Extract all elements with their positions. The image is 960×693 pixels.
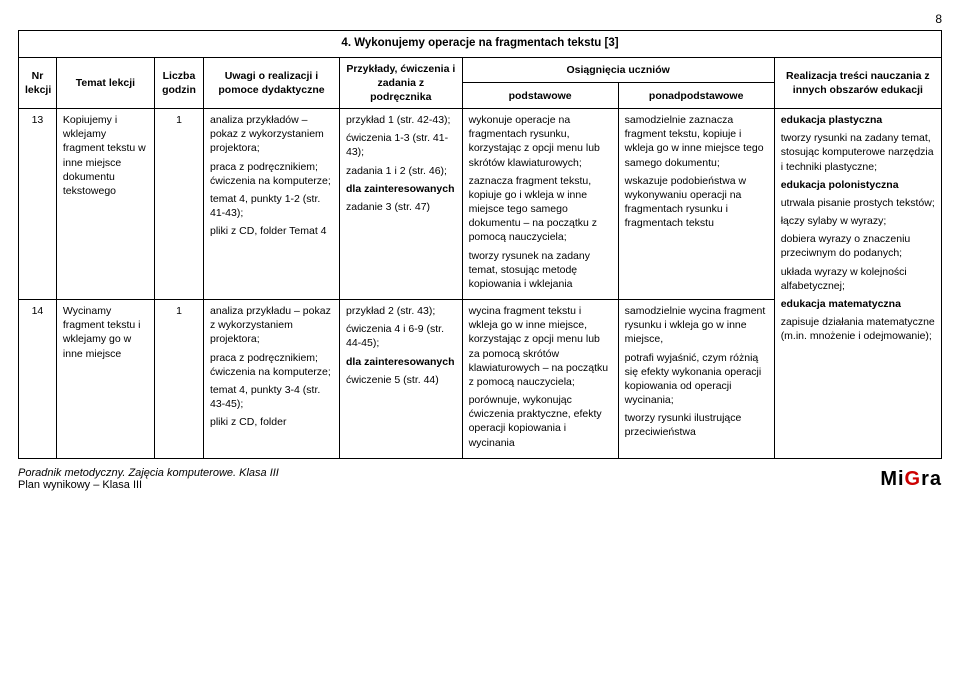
- uwagi-line: temat 4, punkty 1-2 (str. 41-43);: [210, 192, 333, 220]
- przyk-line: zadania 1 i 2 (str. 46);: [346, 164, 456, 178]
- header-nr: Nr lekcji: [19, 57, 57, 109]
- ponad-line: samodzielnie wycina fragment rysunku i w…: [625, 304, 768, 347]
- footer-line1: Poradnik metodyczny. Zajęcia komputerowe…: [18, 467, 279, 479]
- cell-ponad: samodzielnie wycina fragment rysunku i w…: [618, 300, 774, 459]
- przyk-line: ćwiczenia 4 i 6-9 (str. 44-45);: [346, 322, 456, 350]
- cell-temat: Wycinamy fragment tekstu i wklejamy go w…: [56, 300, 154, 459]
- przyk-line: przykład 2 (str. 43);: [346, 304, 456, 318]
- footer-text: Poradnik metodyczny. Zajęcia komputerowe…: [18, 467, 279, 491]
- przyk-line: ćwiczenie 5 (str. 44): [346, 373, 456, 387]
- ponad-line: samodzielnie zaznacza fragment tekstu, k…: [625, 113, 768, 170]
- cell-nr: 13: [19, 109, 57, 300]
- uwagi-line: analiza przykładów – pokaz z wykorzystan…: [210, 113, 333, 156]
- cell-liczba: 1: [154, 300, 203, 459]
- podst-line: wycina fragment tekstu i wkleja go w inn…: [469, 304, 612, 389]
- podst-line: zaznacza fragment tekstu, kopiuje go i w…: [469, 174, 612, 245]
- header-przyklady: Przykłady, ćwiczenia i zadania z podręcz…: [339, 57, 462, 109]
- przyk-line: ćwiczenia 1-3 (str. 41-43);: [346, 131, 456, 159]
- uwagi-line: temat 4, punkty 3-4 (str. 43-45);: [210, 383, 333, 411]
- uwagi-line: praca z podręcznikiem; ćwiczenia na komp…: [210, 351, 333, 379]
- cell-realizacja: edukacja plastyczna tworzy rysunki na za…: [774, 109, 941, 459]
- real-line: układa wyrazy w kolejności alfabetycznej…: [781, 265, 935, 293]
- table-row: 13 Kopiujemy i wklejamy fragment tekstu …: [19, 109, 942, 300]
- header-podstawowe: podstawowe: [462, 83, 618, 109]
- real-line: dobiera wyrazy o znaczeniu przeciwnym do…: [781, 232, 935, 260]
- real-line: edukacja matematyczna: [781, 297, 935, 311]
- header-osiagniecia: Osiągnięcia uczniów: [462, 57, 774, 83]
- cell-podst: wycina fragment tekstu i wkleja go w inn…: [462, 300, 618, 459]
- przyk-line: przykład 1 (str. 42-43);: [346, 113, 456, 127]
- uwagi-line: analiza przykładu – pokaz z wykorzystani…: [210, 304, 333, 347]
- footer-line2: Plan wynikowy – Klasa III: [18, 479, 279, 491]
- logo-g: G: [905, 468, 922, 490]
- real-line: tworzy rysunki na zadany temat, stosując…: [781, 131, 935, 174]
- uwagi-line: pliki z CD, folder: [210, 415, 333, 429]
- header-ponadpodstawowe: ponadpodstawowe: [618, 83, 774, 109]
- cell-podst: wykonuje operacje na fragmentach rysunku…: [462, 109, 618, 300]
- przyk-line: dla zainteresowanych: [346, 355, 456, 369]
- cell-ponad: samodzielnie zaznacza fragment tekstu, k…: [618, 109, 774, 300]
- przyk-line: dla zainteresowanych: [346, 182, 456, 196]
- podst-line: wykonuje operacje na fragmentach rysunku…: [469, 113, 612, 170]
- uwagi-line: pliki z CD, folder Temat 4: [210, 224, 333, 238]
- cell-liczba: 1: [154, 109, 203, 300]
- ponad-line: potrafi wyjaśnić, czym różnią się efekty…: [625, 351, 768, 408]
- header-temat: Temat lekcji: [56, 57, 154, 109]
- cell-uwagi: analiza przykładów – pokaz z wykorzystan…: [204, 109, 340, 300]
- header-liczba: Liczba godzin: [154, 57, 203, 109]
- ponad-line: tworzy rysunki ilustrujące przeciwieństw…: [625, 411, 768, 439]
- real-line: utrwala pisanie prostych tekstów;: [781, 196, 935, 210]
- real-line: edukacja plastyczna: [781, 113, 935, 127]
- curriculum-table: 4. Wykonujemy operacje na fragmentach te…: [18, 30, 942, 459]
- real-line: edukacja polonistyczna: [781, 178, 935, 192]
- cell-uwagi: analiza przykładu – pokaz z wykorzystani…: [204, 300, 340, 459]
- cell-nr: 14: [19, 300, 57, 459]
- przyk-line: zadanie 3 (str. 47): [346, 200, 456, 214]
- cell-przyklady: przykład 1 (str. 42-43); ćwiczenia 1-3 (…: [339, 109, 462, 300]
- logo-ra: ra: [921, 468, 942, 490]
- migra-logo: MiGra: [880, 468, 942, 491]
- section-title: 4. Wykonujemy operacje na fragmentach te…: [19, 31, 942, 58]
- logo-mi: Mi: [880, 468, 904, 490]
- header-uwagi: Uwagi o realizacji i pomoce dydaktyczne: [204, 57, 340, 109]
- cell-przyklady: przykład 2 (str. 43); ćwiczenia 4 i 6-9 …: [339, 300, 462, 459]
- real-line: zapisuje działania matematyczne (m.in. m…: [781, 315, 935, 343]
- page-number: 8: [18, 12, 942, 26]
- ponad-line: wskazuje podobieństwa w wykonywaniu oper…: [625, 174, 768, 231]
- podst-line: porównuje, wykonując ćwiczenia praktyczn…: [469, 393, 612, 450]
- real-line: łączy sylaby w wyrazy;: [781, 214, 935, 228]
- uwagi-line: praca z podręcznikiem; ćwiczenia na komp…: [210, 160, 333, 188]
- header-realizacja: Realizacja treści nauczania z innych obs…: [774, 57, 941, 109]
- cell-temat: Kopiujemy i wklejamy fragment tekstu w i…: [56, 109, 154, 300]
- podst-line: tworzy rysunek na zadany temat, stosując…: [469, 249, 612, 292]
- page-footer: Poradnik metodyczny. Zajęcia komputerowe…: [18, 467, 942, 491]
